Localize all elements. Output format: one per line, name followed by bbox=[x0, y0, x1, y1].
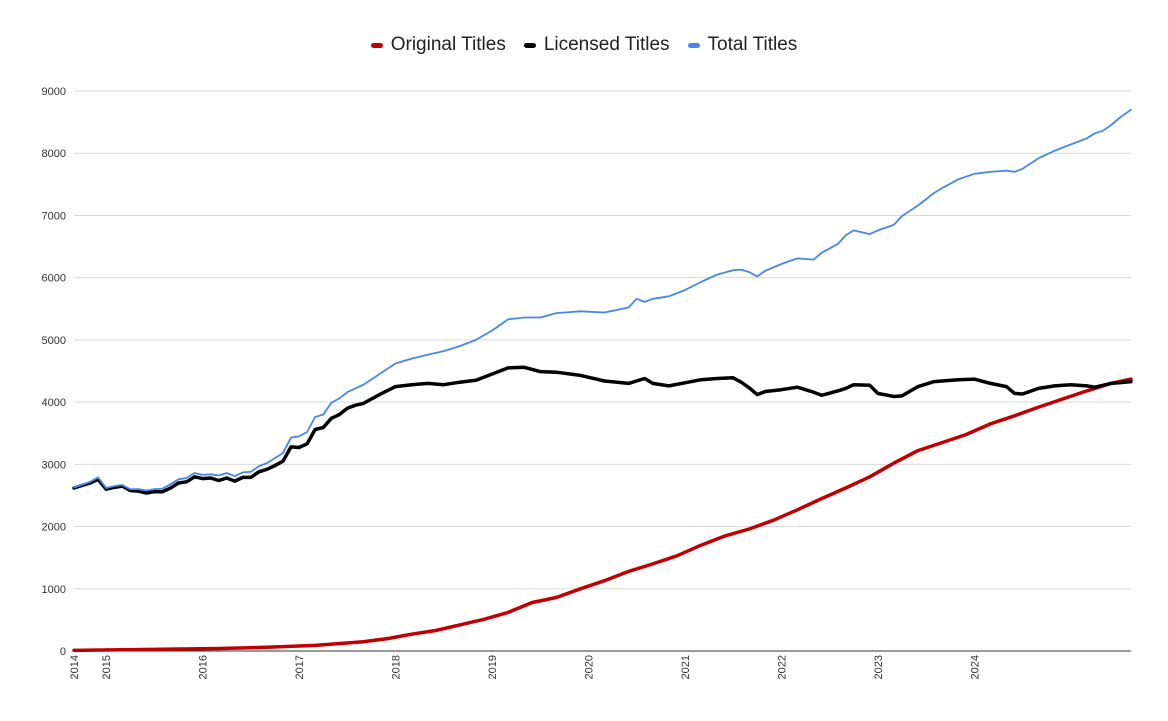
y-tick-label: 4000 bbox=[42, 397, 66, 409]
y-tick-label: 0 bbox=[60, 646, 66, 658]
legend: Original Titles Licensed Titles Total Titl… bbox=[0, 34, 1168, 56]
x-tick-label: 2020 bbox=[583, 655, 595, 679]
legend-item-original-titles: Original Titles bbox=[370, 34, 506, 56]
y-tick-label: 8000 bbox=[42, 148, 66, 160]
legend-item-licensed-titles: Licensed Titles bbox=[523, 34, 670, 56]
legend-label: Total Titles bbox=[707, 34, 798, 55]
y-tick-label: 7000 bbox=[42, 210, 66, 222]
legend-item-total-titles: Total Titles bbox=[687, 34, 798, 56]
y-tick-label: 5000 bbox=[42, 335, 66, 347]
legend-swatch bbox=[370, 42, 383, 48]
x-tick-label: 2014 bbox=[69, 655, 81, 679]
x-tick-label: 2017 bbox=[294, 655, 306, 679]
x-tick-label: 2015 bbox=[101, 655, 113, 679]
x-tick-label: 2016 bbox=[198, 655, 210, 679]
legend-swatch bbox=[523, 42, 536, 48]
series-line-original-titles bbox=[72, 377, 1133, 653]
legend-swatch bbox=[687, 42, 700, 48]
y-tick-label: 1000 bbox=[42, 584, 66, 596]
x-tick-label: 2023 bbox=[873, 655, 885, 679]
legend-label: Licensed Titles bbox=[543, 34, 670, 55]
y-tick-label: 6000 bbox=[42, 273, 66, 285]
x-tick-label: 2019 bbox=[487, 655, 499, 679]
series-line-licensed-titles bbox=[72, 365, 1133, 495]
x-tick-label: 2021 bbox=[680, 655, 692, 679]
y-tick-label: 2000 bbox=[42, 522, 66, 534]
y-tick-label: 3000 bbox=[42, 459, 66, 471]
x-tick-label: 2024 bbox=[969, 655, 981, 679]
x-tick-label: 2022 bbox=[776, 655, 788, 679]
y-tick-label: 9000 bbox=[42, 86, 66, 98]
series-line-total-titles bbox=[73, 108, 1132, 492]
legend-label: Original Titles bbox=[390, 34, 506, 55]
x-tick-label: 2018 bbox=[390, 655, 402, 679]
